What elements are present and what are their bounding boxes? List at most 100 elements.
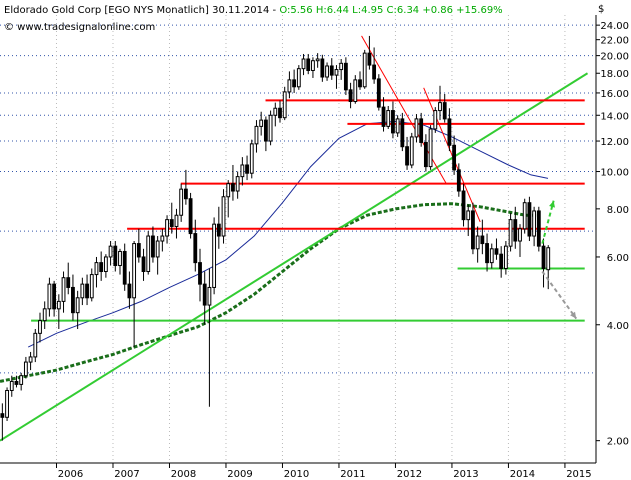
y-tick-label: 22.00 — [600, 36, 629, 47]
candle-body — [334, 69, 339, 76]
y-tick-label: 4.00 — [607, 321, 629, 332]
candle-body — [428, 128, 433, 168]
candle-body — [226, 183, 231, 198]
candle-body — [499, 253, 504, 269]
candle-body — [292, 79, 297, 88]
candle-body — [198, 262, 202, 285]
candle-body — [127, 283, 132, 299]
x-tick-label: 2014 — [510, 469, 535, 480]
candle-body — [221, 196, 226, 237]
candle-body — [263, 119, 268, 142]
candle-body — [71, 286, 75, 314]
y-tick-label: 12.00 — [600, 137, 629, 148]
candle-body — [447, 118, 452, 146]
candle-body — [358, 79, 362, 88]
candle-body — [174, 214, 179, 227]
candle-body — [301, 58, 306, 70]
candle-body — [94, 262, 99, 276]
candle-body — [503, 245, 508, 269]
candle-body — [546, 247, 551, 271]
y-tick-label: 14.00 — [600, 111, 629, 122]
candle-body — [33, 332, 38, 358]
candle-body — [508, 219, 513, 247]
candle-body — [146, 235, 151, 273]
candle-body — [282, 91, 287, 119]
candle-body — [42, 308, 47, 322]
candle-body — [188, 198, 193, 235]
y-tick-label: 6.00 — [607, 253, 629, 264]
candle-body — [23, 361, 28, 377]
arrow-head — [549, 200, 555, 208]
candle-body — [320, 58, 325, 78]
candle-body — [541, 245, 546, 269]
candle-body — [89, 274, 94, 299]
source-label: © www.tradesignalonline.com — [4, 22, 155, 33]
candle-body — [315, 58, 320, 62]
candle-body — [419, 118, 424, 143]
candle-body — [391, 110, 395, 134]
x-tick-label: 2006 — [58, 469, 83, 480]
candle-body — [14, 380, 19, 385]
long-ma-line — [0, 202, 540, 383]
candle-body — [518, 228, 522, 242]
candle-body — [141, 256, 146, 273]
candle-body — [202, 283, 207, 306]
x-tick-label: 2013 — [453, 469, 478, 480]
candle-body — [183, 188, 188, 200]
y-tick-label: 2.00 — [607, 437, 629, 448]
candle-body — [296, 68, 301, 88]
x-tick-label: 2009 — [227, 469, 252, 480]
candle-body — [259, 119, 264, 127]
candle-body — [28, 356, 33, 363]
candle-body — [456, 169, 461, 192]
candle-body — [0, 413, 5, 418]
candle-body — [207, 286, 212, 306]
candle-body — [489, 248, 494, 264]
candle-body — [405, 146, 409, 166]
y-tick-label: 24.00 — [600, 21, 629, 32]
candle-body — [414, 118, 419, 138]
candle-body — [527, 202, 532, 237]
arrow-shaft — [541, 270, 578, 320]
candle-body — [80, 283, 85, 299]
candle-body — [466, 210, 471, 221]
candle-body — [108, 245, 113, 258]
arrow-head — [570, 311, 577, 319]
candle-body — [268, 114, 273, 142]
x-tick-label: 2007 — [114, 469, 139, 480]
x-axis: 2006 2007 2008 2009 2010 2011 2012 2013 2014 2015 — [55, 463, 592, 480]
x-tick-label: 2011 — [340, 469, 365, 480]
candle-body — [348, 89, 353, 103]
candle-body — [231, 183, 235, 192]
candle-body — [376, 78, 381, 108]
candle-body — [522, 202, 527, 230]
candle-body — [151, 235, 155, 258]
candle-body — [254, 125, 259, 145]
candle-body — [52, 283, 57, 310]
candle-body — [249, 143, 254, 174]
candle-body — [273, 107, 278, 116]
candle-body — [212, 223, 217, 288]
candle-body — [362, 52, 367, 88]
chart-title: Eldorado Gold Corp [EGO NYS Monatlich] 3… — [4, 5, 503, 16]
candle-body — [113, 245, 118, 267]
x-tick-label: 2010 — [284, 469, 309, 480]
candle-body — [287, 79, 292, 93]
candle-body — [75, 297, 80, 314]
y-tick-label: 20.00 — [600, 52, 629, 63]
candle-body — [438, 102, 442, 112]
candle-body — [400, 118, 405, 148]
y-axis: 2.00 4.00 6.00 8.00 10.00 12.00 14.00 16.00 18.0… — [596, 21, 629, 448]
horizontal-levels — [31, 99, 585, 322]
arrow-shaft — [541, 200, 555, 244]
candles — [0, 35, 551, 441]
candle-body — [56, 300, 61, 310]
candle-body — [423, 141, 428, 168]
candle-body — [339, 62, 344, 71]
y-tick-label: 18.00 — [600, 69, 629, 80]
projection-arrows — [541, 200, 578, 320]
candle-body — [494, 248, 499, 255]
candle-body — [475, 235, 480, 250]
